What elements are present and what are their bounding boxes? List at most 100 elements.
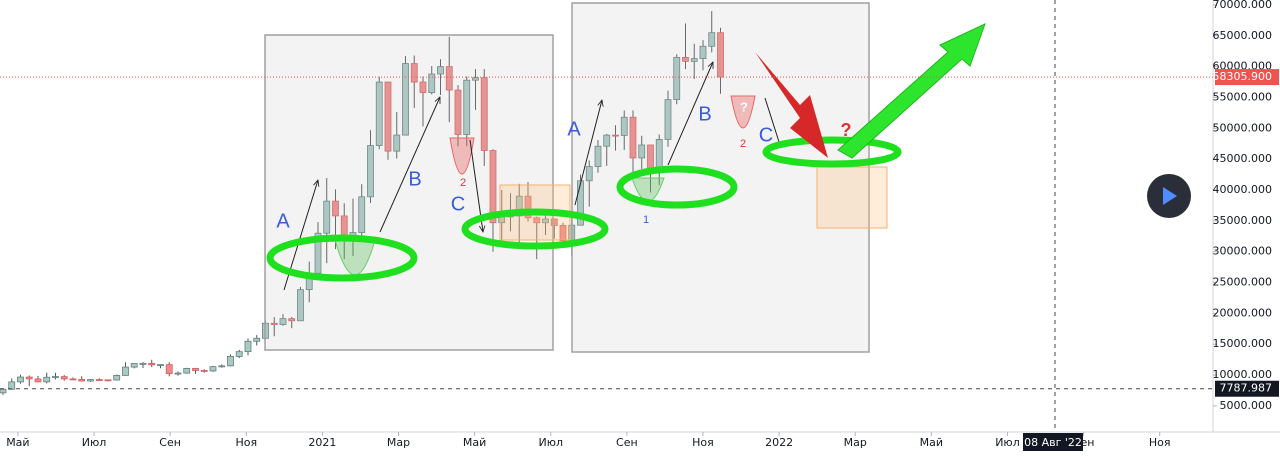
last-price-box [1215,69,1279,86]
arrow [667,62,713,166]
y-tick-label: 35000.000 [1213,214,1273,227]
x-tick-label: Ноя [692,436,714,449]
candle-body [34,378,42,383]
candle-body [174,372,182,375]
candle-body [253,337,261,342]
candle-body [209,366,217,372]
x-tick-label: Май [6,436,29,449]
y-tick-label: 25000.000 [1213,276,1273,289]
arrow [574,100,602,206]
candle-body [437,66,444,75]
candle-body [332,200,339,217]
candle-body [419,81,427,93]
cup [730,95,756,129]
candle-body [192,368,199,371]
candle-body [515,195,523,217]
candle-body [78,379,86,382]
candle-body [52,376,59,378]
arrow [379,97,441,233]
candle-body [612,134,619,137]
candle-body [323,200,331,234]
candle-body [480,77,488,151]
candle-body [165,364,173,374]
cup [449,137,475,175]
y-tick-label: 65000.000 [1213,29,1273,42]
wave-label: A [567,118,581,140]
candle-body [559,225,567,242]
wave-label: 2 [740,138,746,150]
x-tick-label: Сен [159,436,181,449]
arrow [764,97,781,146]
candle-body [130,363,138,368]
candle-body [200,370,208,372]
wave-label: C [451,193,465,215]
candle-body [297,289,304,322]
candle-body [629,116,637,159]
candle-body [603,134,611,147]
candle-body [218,365,226,368]
candle-body [148,362,156,366]
candle-body [410,63,418,83]
ellipse [266,234,418,282]
cursor-price-label: 7787.987 [1220,382,1273,395]
y-tick-label: 50000.000 [1213,121,1273,134]
candle-body [682,56,689,62]
wave-label: ? [841,120,852,140]
green-arrow [837,23,986,159]
x-tick-label: Мар [844,436,867,449]
y-tick-label: 45000.000 [1213,152,1273,165]
candle-body [664,99,672,140]
candle-body [393,134,401,152]
x-tick-label: Сен [616,436,638,449]
x-tick-label: Июл [82,436,107,449]
wave-label: 2 [460,177,466,189]
candle-body [542,218,549,224]
candle-body [673,56,681,101]
candle-body [157,364,164,367]
ellipse [461,208,609,250]
cursor-date: 08 Авг '22 [1024,436,1082,449]
candle-body [43,376,51,383]
x-tick-label: Июл [995,436,1020,449]
candle-body [122,366,129,376]
candle-body [113,375,121,381]
candle-body [428,73,436,93]
candle-body [227,356,234,367]
candle-body [367,145,374,198]
cursor-date-box [1023,433,1083,451]
candle-body [270,322,278,325]
candle-body [585,166,593,182]
play-icon[interactable] [1163,187,1177,205]
candle-body [87,379,94,382]
candle-body [17,376,24,383]
candle-body [25,376,33,380]
x-tick-label: Май [920,436,943,449]
zone [816,166,888,229]
candle-body [402,63,409,136]
candle-body [288,318,296,322]
candle-body [489,150,497,224]
candle-body [524,195,532,219]
x-tick-label: Май [463,436,486,449]
candle-body [454,89,462,135]
candle-body [550,218,558,226]
candle-body [533,217,541,224]
candle-body [577,180,584,226]
candle-body [95,379,103,381]
candle-body [244,340,252,353]
candle-body [183,368,191,374]
candle-body [8,381,16,390]
wave-label: C [759,124,773,146]
candle-body [699,45,707,60]
y-tick-label: 15000.000 [1213,337,1273,350]
candle-body [594,145,602,167]
ellipse [616,165,738,209]
wave-label: A [276,210,290,232]
drawings: A B C 2 A B C 1 ? 2 ? [264,2,986,353]
candle-body [638,144,646,159]
y-tick-label: 20000.000 [1213,306,1273,319]
candle-body [69,378,77,381]
candle-body [690,58,698,62]
x-tick-label: Ноя [235,436,257,449]
